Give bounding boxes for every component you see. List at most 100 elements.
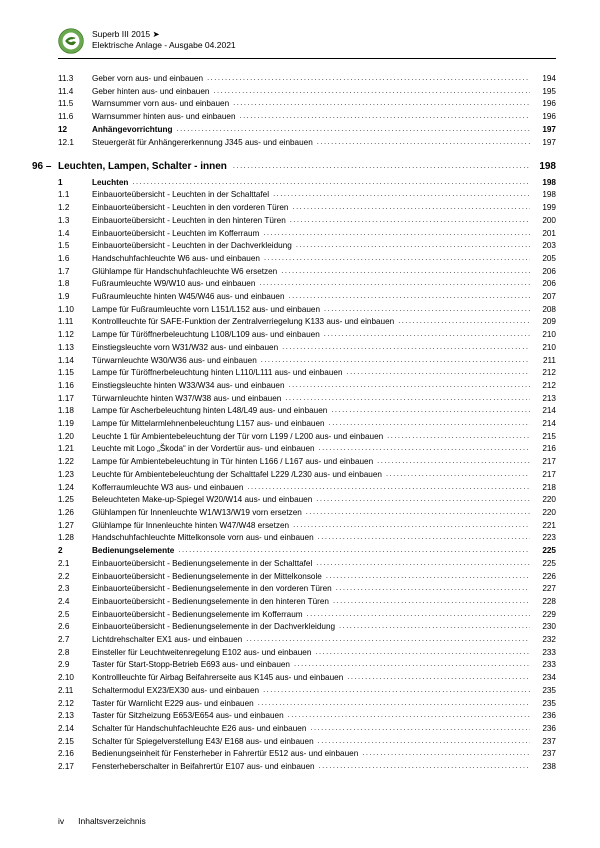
toc-number: 1.25	[58, 494, 92, 507]
toc-number: 11.4	[58, 86, 92, 99]
toc-leader-dots	[316, 557, 530, 569]
toc-title: Kofferraumleuchte W3 aus- und einbauen	[92, 482, 247, 495]
toc-number: 1.4	[58, 228, 92, 241]
toc-page: 220	[530, 494, 556, 507]
toc-page: 198	[530, 177, 556, 190]
header-line1: Superb III 2015 ➤	[92, 29, 236, 40]
toc-leader-dots	[319, 442, 530, 454]
toc-title: Einbauorteübersicht - Bedienungselemente…	[92, 583, 336, 596]
toc-page: 220	[530, 507, 556, 520]
toc-leader-dots	[285, 392, 530, 404]
toc-title: Fußraumleuchte W9/W10 aus- und einbauen	[92, 278, 259, 291]
toc-page: 200	[530, 215, 556, 228]
toc-number: 1.18	[58, 405, 92, 418]
toc-number: 2	[58, 545, 92, 558]
toc-title: Schalter für Spiegelverstellung E43/ E16…	[92, 736, 318, 749]
toc-title: Einbauorteübersicht - Bedienungselemente…	[92, 571, 326, 584]
toc-page: 236	[530, 723, 556, 736]
toc-number: 1.16	[58, 380, 92, 393]
page-header: Superb III 2015 ➤ Elektrische Anlage - A…	[58, 28, 556, 54]
toc-leader-dots	[282, 341, 530, 353]
toc-page: 212	[530, 367, 556, 380]
toc-number: 1.2	[58, 202, 92, 215]
toc-leader-dots	[377, 455, 530, 467]
toc-number: 2.8	[58, 647, 92, 660]
toc-page: 205	[530, 253, 556, 266]
toc-title: Glühlampen für Innenleuchte W1/W13/W19 v…	[92, 507, 306, 520]
toc-number: 12.1	[58, 137, 92, 150]
toc-number: 2.17	[58, 761, 92, 774]
toc-page: 228	[530, 596, 556, 609]
toc-leader-dots	[296, 239, 530, 251]
toc-page: 212	[530, 380, 556, 393]
toc-leader-dots	[318, 735, 530, 747]
toc-page: 221	[530, 520, 556, 533]
toc-leader-dots	[207, 72, 530, 84]
toc-leader-dots	[263, 684, 530, 696]
toc-title: Beleuchteten Make-up-Spiegel W20/W14 aus…	[92, 494, 316, 507]
toc-leader-dots	[132, 176, 530, 188]
toc-page: 209	[530, 316, 556, 329]
toc-page: 225	[530, 558, 556, 571]
toc-title: Fußraumleuchte hinten W45/W46 aus- und e…	[92, 291, 289, 304]
toc-title: Schaltermodul EX23/EX30 aus- und einbaue…	[92, 685, 263, 698]
toc-leader-dots	[329, 417, 530, 429]
toc-leader-dots	[310, 722, 530, 734]
toc-leader-dots	[290, 214, 530, 226]
toc-page: 229	[530, 609, 556, 622]
toc-leader-dots	[288, 709, 530, 721]
toc-page: 194	[530, 73, 556, 86]
toc-page: 237	[530, 736, 556, 749]
skoda-logo	[58, 28, 84, 54]
toc-leader-dots	[273, 188, 530, 200]
toc-page: 197	[530, 137, 556, 150]
toc-number: 2.9	[58, 659, 92, 672]
toc-number: 11.5	[58, 98, 92, 111]
toc-title: Steuergerät für Anhängererkennung J345 a…	[92, 137, 317, 150]
header-text: Superb III 2015 ➤ Elektrische Anlage - A…	[92, 28, 236, 52]
toc-title: Bedienungselemente	[92, 545, 178, 558]
toc-title: Glühlampe für Innenleuchte hinten W47/W4…	[92, 520, 293, 533]
footer-page-number: iv	[58, 816, 64, 826]
toc-title: Lampe für Ambientebeleuchtung in Tür hin…	[92, 456, 377, 469]
toc-leader-dots	[307, 608, 530, 620]
toc-leader-dots	[326, 570, 530, 582]
toc-leader-dots	[258, 697, 530, 709]
toc-page: 206	[530, 266, 556, 279]
toc-number: 2.14	[58, 723, 92, 736]
toc-page: 216	[530, 443, 556, 456]
toc-page: 218	[530, 482, 556, 495]
toc-number: 2.4	[58, 596, 92, 609]
toc-leader-dots	[317, 136, 530, 148]
toc-leader-dots	[315, 646, 530, 658]
toc-title: Lampe für Ascherbeleuchtung hinten L48/L…	[92, 405, 331, 418]
toc-page: 233	[530, 659, 556, 672]
toc-number: 11.6	[58, 111, 92, 124]
toc-title: Leuchten	[92, 177, 132, 190]
toc-leader-dots	[362, 747, 530, 759]
toc-row: 12.1Steuergerät für Anhängererkennung J3…	[58, 137, 556, 150]
toc-page: 233	[530, 647, 556, 660]
toc-leader-dots	[264, 252, 530, 264]
toc-leader-dots	[289, 379, 530, 391]
toc-title: Einbauorteübersicht - Leuchten im Koffer…	[92, 228, 263, 241]
toc-leader-dots	[306, 506, 530, 518]
toc-title: Geber hinten aus- und einbauen	[92, 86, 213, 99]
toc-number: 2.10	[58, 672, 92, 685]
toc-title: Einsteller für Leuchtweitenregelung E102…	[92, 647, 315, 660]
toc-page: 201	[530, 228, 556, 241]
toc-page: 236	[530, 710, 556, 723]
toc-page: 237	[530, 748, 556, 761]
toc-number: 1.24	[58, 482, 92, 495]
toc-leader-dots	[387, 430, 530, 442]
toc-leader-dots	[339, 620, 530, 632]
toc-number: 1.19	[58, 418, 92, 431]
toc-page: 225	[530, 545, 556, 558]
toc-leader-dots	[213, 85, 530, 97]
toc-number: 1.13	[58, 342, 92, 355]
toc-number: 1	[58, 177, 92, 190]
toc-leader-dots	[292, 201, 530, 213]
toc-title: Lampe für Mittelarmlehnenbeleuchtung L15…	[92, 418, 329, 431]
section-number: 96 –	[32, 159, 58, 175]
table-of-contents: 11.3Geber vorn aus- und einbauen19411.4G…	[58, 73, 556, 774]
